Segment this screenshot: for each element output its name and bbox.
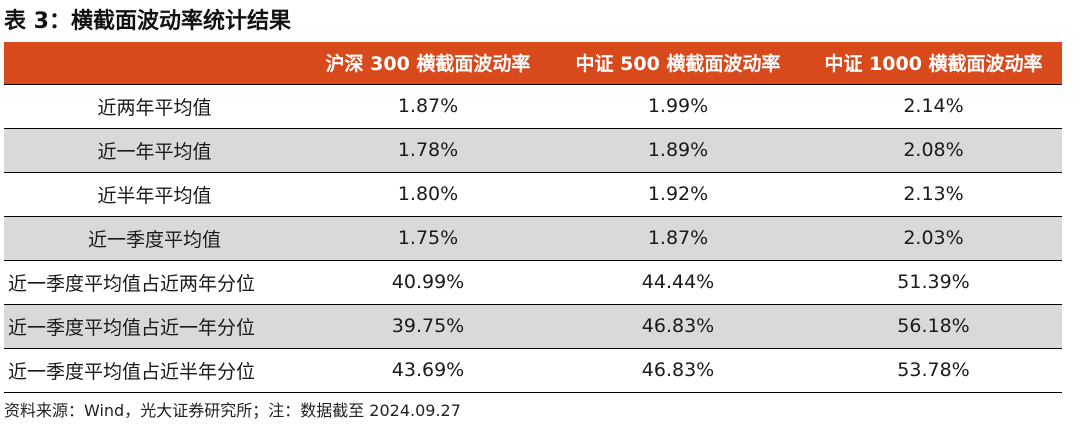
cell-value: 1.92% <box>647 183 709 205</box>
table-row: 近一季度平均值 1.75% 1.87% 2.03% <box>4 216 1062 260</box>
cell-value: 1.80% <box>397 183 459 205</box>
cell-value: 2.08% <box>903 139 964 161</box>
table-header-row: 沪深 300 横截面波动率 中证 500 横截面波动率 中证 1000 横截面波… <box>4 42 1062 84</box>
cell-value: 2.03% <box>903 227 964 249</box>
table-title: 表 3：横截面波动率统计结果 <box>4 9 291 34</box>
cell-value: 44.44% <box>641 271 715 293</box>
cell-value: 1.75% <box>397 227 459 249</box>
cell-value: 1.78% <box>397 139 459 161</box>
header-cell-hs300: 沪深 300 横截面波动率 <box>325 53 531 76</box>
cell-value: 53.78% <box>897 359 970 381</box>
table-row: 近一年平均值 1.78% 1.89% 2.08% <box>4 128 1062 172</box>
table-row: 近半年平均值 1.80% 1.92% 2.13% <box>4 172 1062 216</box>
row-label: 近两年平均值 <box>97 96 212 119</box>
cell-value: 51.39% <box>897 271 970 293</box>
cell-value: 1.99% <box>647 95 709 117</box>
row-label: 近一年平均值 <box>97 140 212 163</box>
row-label: 近一季度平均值占近一年分位 <box>8 316 256 339</box>
table-row: 近一季度平均值占近半年分位 43.69% 46.83% 53.78% <box>4 348 1062 392</box>
volatility-table: 沪深 300 横截面波动率 中证 500 横截面波动率 中证 1000 横截面波… <box>4 42 1062 393</box>
table-row: 近两年平均值 1.87% 1.99% 2.14% <box>4 84 1062 128</box>
cell-value: 43.69% <box>391 359 465 381</box>
cell-value: 2.14% <box>903 95 964 117</box>
header-cell-blank <box>4 42 305 84</box>
cell-value: 46.83% <box>641 315 715 337</box>
cell-value: 2.13% <box>903 183 964 205</box>
source-note: 资料来源：Wind，光大证券研究所；注：数据截至 2024.09.27 <box>4 401 461 420</box>
row-label: 近一季度平均值占近半年分位 <box>8 360 256 383</box>
row-label: 近半年平均值 <box>97 184 212 207</box>
cell-value: 1.89% <box>647 139 709 161</box>
cell-value: 1.87% <box>647 227 709 249</box>
cell-value: 39.75% <box>391 315 465 337</box>
header-cell-zz1000: 中证 1000 横截面波动率 <box>824 53 1043 76</box>
cell-value: 1.87% <box>397 95 459 117</box>
table-row: 近一季度平均值占近两年分位 40.99% 44.44% 51.39% <box>4 260 1062 304</box>
cell-value: 56.18% <box>897 315 970 337</box>
row-label: 近一季度平均值 <box>87 228 221 251</box>
header-cell-zz500: 中证 500 横截面波动率 <box>575 53 781 76</box>
cell-value: 46.83% <box>641 359 715 381</box>
table-row: 近一季度平均值占近一年分位 39.75% 46.83% 56.18% <box>4 304 1062 348</box>
cell-value: 40.99% <box>391 271 465 293</box>
row-label: 近一季度平均值占近两年分位 <box>8 272 256 295</box>
